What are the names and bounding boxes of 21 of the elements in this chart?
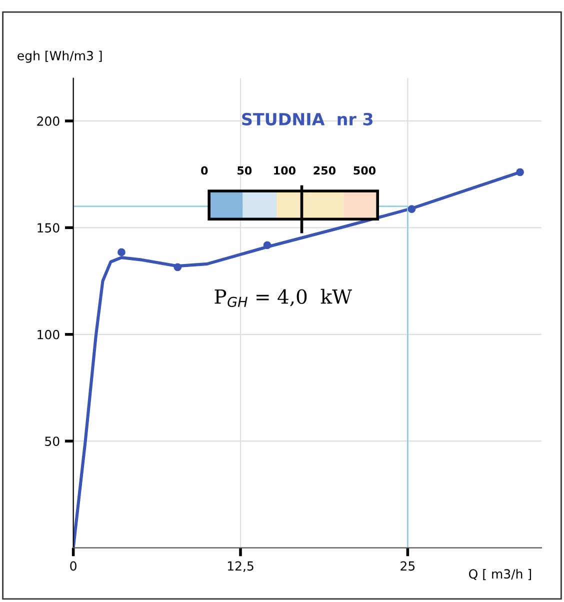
y-tick-label: 50 — [45, 436, 60, 446]
annotation: 100 — [274, 166, 296, 175]
x-axis-title: Q [ m3/h ] — [469, 568, 532, 580]
y-tick-label: 200 — [37, 116, 60, 126]
point — [516, 168, 524, 176]
x-tick-label: 25 — [400, 561, 415, 571]
annotation: P$_{GH}$ = 4,0 kW — [214, 288, 352, 308]
annotation: 0 — [201, 166, 208, 175]
x-tick-label: 12,5 — [228, 561, 254, 572]
point — [118, 248, 126, 256]
text: STUDNIA nr 3 — [242, 112, 372, 126]
annotation: 50 — [238, 166, 252, 175]
y-tick-label: 100 — [38, 330, 60, 340]
point — [263, 241, 272, 250]
x-tick-label: 0 — [70, 561, 76, 571]
annotation: 500 — [354, 166, 376, 175]
annotation: 250 — [314, 166, 336, 175]
y-axis-title: egh [Wh/m3 ] — [18, 50, 102, 63]
point — [174, 263, 182, 272]
y-tick-label: 150 — [38, 223, 60, 233]
point — [408, 205, 416, 214]
